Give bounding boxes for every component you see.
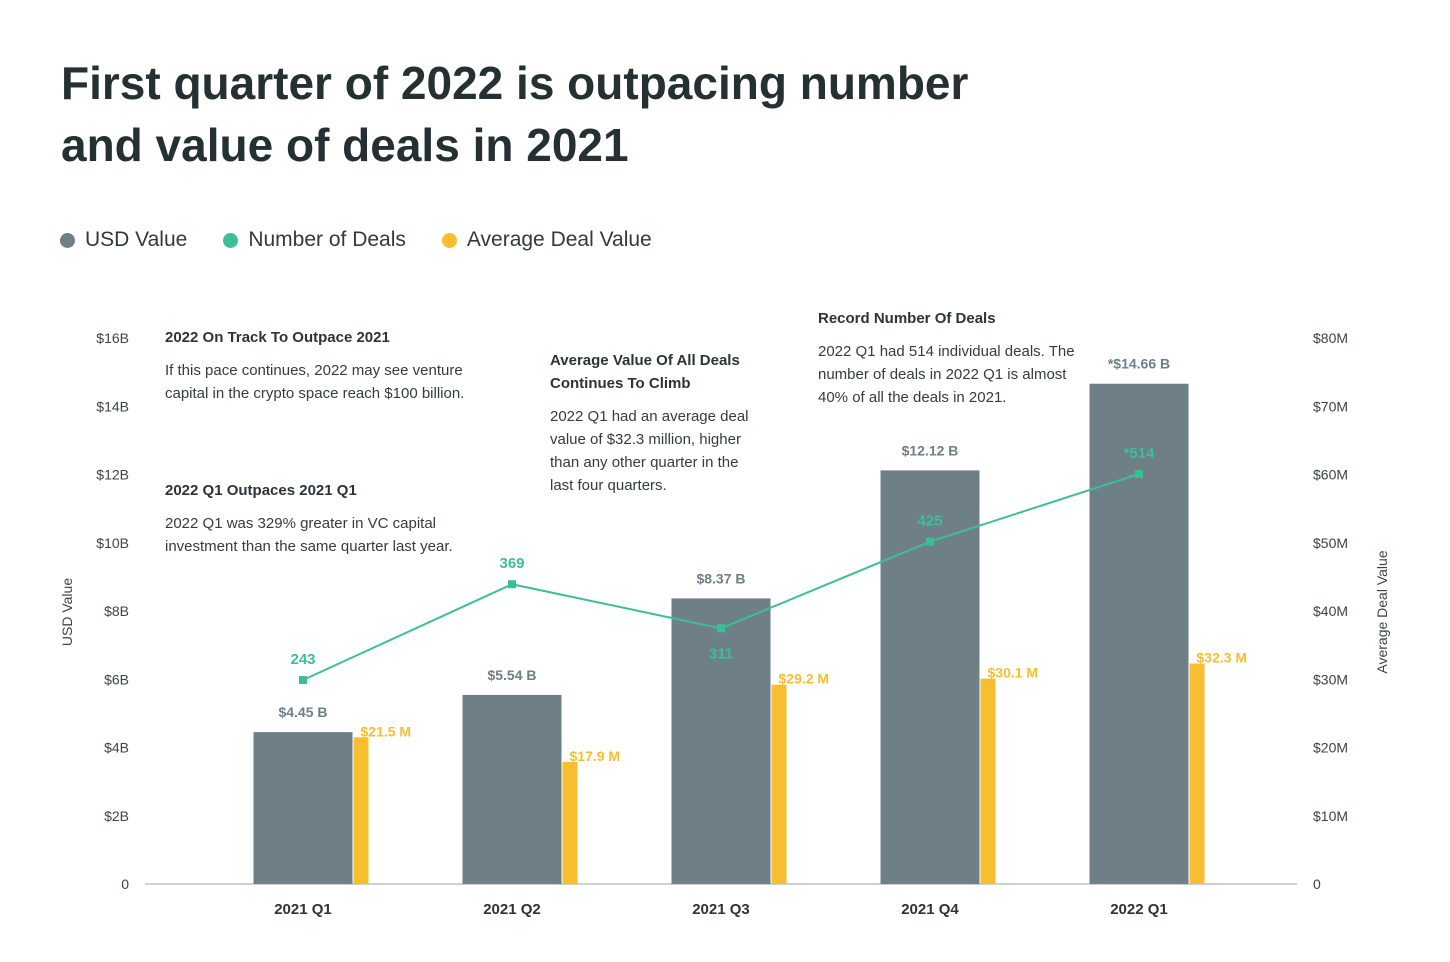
- usd-value-label: $8.37 B: [696, 570, 745, 586]
- number-of-deals-label: *514: [1124, 445, 1156, 462]
- x-tick-label: 2021 Q1: [274, 901, 332, 918]
- x-tick-label: 2022 Q1: [1110, 901, 1168, 918]
- y2-tick-label: 0: [1313, 876, 1321, 892]
- annotation-title: 2022 Q1 Outpaces 2021 Q1: [165, 482, 357, 499]
- annotation-body: If this pace continues, 2022 may see ven…: [165, 362, 465, 402]
- y2-tick-label: $50M: [1313, 535, 1348, 551]
- number-of-deals-point: [299, 676, 307, 684]
- legend-item-avg: Average Deal Value: [441, 228, 652, 252]
- x-tick-label: 2021 Q2: [483, 901, 541, 918]
- y2-tick-label: $60M: [1313, 467, 1348, 483]
- legend-dot-avg: [441, 232, 457, 248]
- legend-item-deals: Number of Deals: [223, 228, 406, 252]
- y-tick-label: $6B: [104, 671, 129, 687]
- average-deal-value-label: $30.1 M: [988, 665, 1039, 681]
- y-axis-title: USD Value: [59, 578, 75, 646]
- usd-value-label: $12.12 B: [902, 442, 959, 458]
- annotation-average-value: Average Value Of All Deals Continues To …: [550, 349, 765, 497]
- x-tick-label: 2021 Q4: [901, 901, 959, 918]
- y2-axis-title: Average Deal Value: [1374, 550, 1390, 673]
- average-deal-value-label: $29.2 M: [779, 671, 830, 687]
- y-tick-label: $4B: [104, 740, 129, 756]
- y2-tick-label: $30M: [1313, 671, 1348, 687]
- usd-value-label: $5.54 B: [487, 667, 536, 683]
- number-of-deals-point: [717, 624, 725, 633]
- y-tick-label: $16B: [96, 330, 129, 346]
- number-of-deals-label: 369: [499, 555, 524, 572]
- legend-dot-usd: [60, 232, 75, 248]
- usd-value-bar: [253, 732, 353, 884]
- usd-value-bar: [1089, 383, 1189, 884]
- usd-value-label: *$14.66 B: [1108, 356, 1170, 372]
- average-deal-value-label: $17.9 M: [570, 748, 621, 764]
- usd-value-bar: [671, 598, 771, 884]
- y2-tick-label: $40M: [1313, 603, 1348, 619]
- y-tick-label: $12B: [96, 467, 129, 483]
- y-tick-label: $8B: [104, 603, 129, 619]
- page-title: First quarter of 2022 is outpacing numbe…: [61, 57, 969, 171]
- average-deal-value-bar: [771, 684, 787, 884]
- average-deal-value-bar: [980, 678, 996, 884]
- x-tick-label: 2021 Q3: [692, 901, 750, 918]
- number-of-deals-point: [1135, 470, 1143, 478]
- annotation-title: Average Value Of All Deals Continues To …: [550, 352, 740, 392]
- y2-tick-label: $20M: [1313, 740, 1348, 756]
- usd-value-bar: [880, 470, 980, 884]
- annotation-q1-outpaces: 2022 Q1 Outpaces 2021 Q1 2022 Q1 was 329…: [165, 479, 485, 558]
- legend-item-usd: USD Value: [60, 228, 187, 252]
- annotation-record-deals: Record Number Of Deals 2022 Q1 had 514 i…: [818, 307, 1078, 409]
- number-of-deals-label: 243: [290, 651, 315, 668]
- legend-label-deals: Number of Deals: [248, 228, 406, 251]
- number-of-deals-label: 311: [709, 645, 733, 662]
- annotation-body: 2022 Q1 had 514 individual deals. The nu…: [818, 343, 1075, 406]
- y-tick-label: 0: [121, 876, 129, 892]
- number-of-deals-label: 425: [917, 513, 942, 530]
- annotation-title: Record Number Of Deals: [818, 310, 996, 327]
- annotation-body: 2022 Q1 had an average deal value of $32…: [550, 408, 749, 494]
- average-deal-value-bar: [1189, 663, 1205, 884]
- annotation-body: 2022 Q1 was 329% greater in VC capital i…: [165, 515, 453, 555]
- number-of-deals-point: [926, 537, 934, 546]
- usd-value-label: $4.45 B: [278, 704, 327, 720]
- number-of-deals-point: [508, 580, 516, 589]
- legend-label-avg: Average Deal Value: [466, 228, 652, 251]
- y2-tick-label: $10M: [1313, 808, 1348, 824]
- y2-tick-label: $70M: [1313, 398, 1348, 414]
- y-tick-label: $10B: [96, 535, 129, 551]
- average-deal-value-bar: [353, 737, 369, 884]
- legend: USD Value Number of Deals Average Deal V…: [60, 228, 688, 252]
- annotation-title: 2022 On Track To Outpace 2021: [165, 329, 390, 346]
- average-deal-value-label: $21.5 M: [361, 723, 412, 739]
- average-deal-value-label: $32.3 M: [1197, 650, 1248, 666]
- usd-value-bar: [462, 694, 562, 884]
- y-tick-label: $14B: [96, 398, 129, 414]
- annotation-outpace-2021: 2022 On Track To Outpace 2021 If this pa…: [165, 326, 465, 405]
- average-deal-value-bar: [562, 761, 578, 884]
- y-tick-label: $2B: [104, 808, 129, 824]
- legend-label-usd: USD Value: [85, 228, 188, 251]
- y2-tick-label: $80M: [1313, 330, 1348, 346]
- legend-dot-deals: [223, 232, 239, 248]
